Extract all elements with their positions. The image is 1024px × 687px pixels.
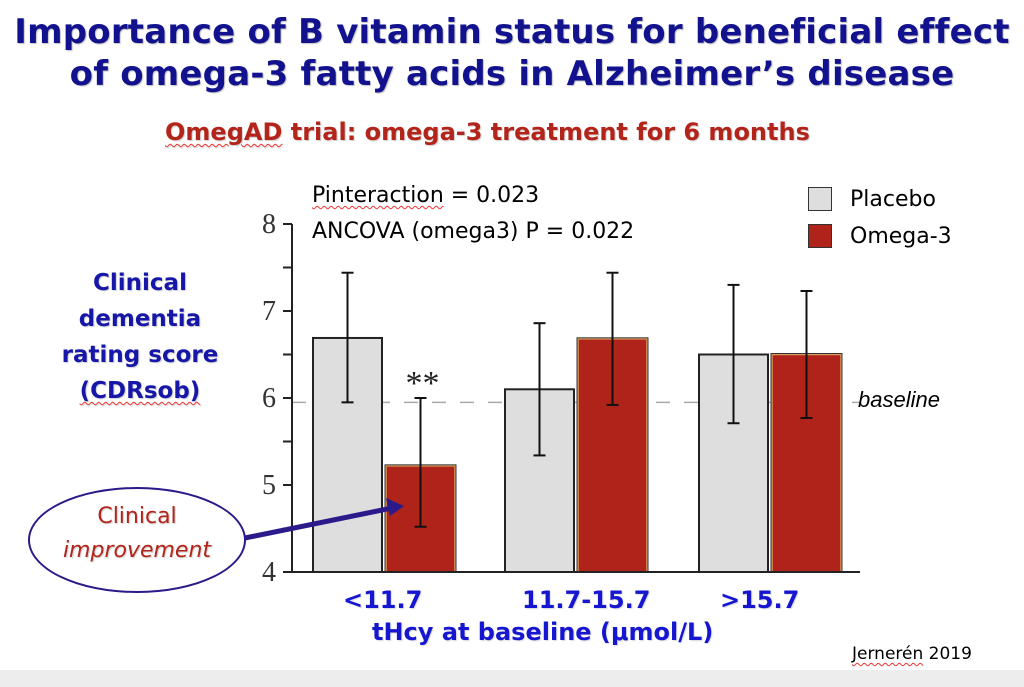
callout-arrow <box>244 498 404 541</box>
callout-text: Clinical improvement <box>28 500 246 568</box>
significance-annotation: ** <box>406 365 440 402</box>
p-interaction-value: = 0.023 <box>443 183 540 208</box>
y-tick-label: 5 <box>262 470 276 501</box>
y-tick-label: 4 <box>262 557 276 588</box>
p-interaction-stat: Pinteraction = 0.023 <box>312 183 539 208</box>
error-bars <box>341 271 813 528</box>
callout-ellipse <box>28 487 246 593</box>
subtitle-trial-name: OmegAD <box>165 118 283 146</box>
y-axis-label-line: Clinical <box>93 270 187 296</box>
legend-label-placebo: Placebo <box>850 186 936 212</box>
y-axis-label-line: dementia <box>78 306 202 332</box>
legend-item-placebo: Placebo <box>808 184 936 214</box>
callout-line-1: Clinical <box>97 504 177 529</box>
y-axis-label-line: (CDRsob) <box>79 378 201 404</box>
p-interaction-label: Pinteraction <box>312 183 444 208</box>
x-category-label: >15.7 <box>720 586 800 614</box>
y-tick-label: 8 <box>262 209 276 240</box>
y-axis: 4 5 6 7 8 <box>262 209 860 588</box>
legend-label-omega3: Omega-3 <box>850 223 952 249</box>
ancova-stat: ANCOVA (omega3) P = 0.022 <box>312 219 635 244</box>
y-tick-label: 6 <box>262 383 276 414</box>
x-category-label: 11.7-15.7 <box>522 586 651 614</box>
y-axis-label: Clinical dementia rating score (CDRsob) <box>40 265 240 409</box>
slide-subtitle: OmegAD trial: omega-3 treatment for 6 mo… <box>165 118 810 146</box>
callout-line-2: improvement <box>62 538 212 563</box>
subtitle-text: trial: omega-3 treatment for 6 months <box>282 118 810 146</box>
slide-title-line-1: Importance of B vitamin status for benef… <box>14 12 1010 52</box>
legend-swatch-omega3 <box>808 224 832 248</box>
citation-author: Jernerén <box>852 644 924 664</box>
arrow-head-icon <box>386 498 404 516</box>
legend-item-omega3: Omega-3 <box>808 221 952 251</box>
baseline-label: baseline <box>858 387 940 412</box>
x-category-label: <11.7 <box>343 586 423 614</box>
y-axis-label-line: rating score <box>61 342 219 368</box>
citation: Jernerén 2019 <box>852 644 972 664</box>
slide-title-line-2: of omega-3 fatty acids in Alzheimer’s di… <box>69 54 955 94</box>
x-axis-label: tHcy at baseline (μmol/L) <box>372 618 714 646</box>
y-tick-label: 7 <box>262 296 276 327</box>
footer-bar <box>0 670 1024 687</box>
citation-year: 2019 <box>923 644 972 664</box>
legend-swatch-placebo <box>808 187 832 211</box>
arrow-shaft <box>244 505 393 541</box>
bars <box>312 336 843 573</box>
